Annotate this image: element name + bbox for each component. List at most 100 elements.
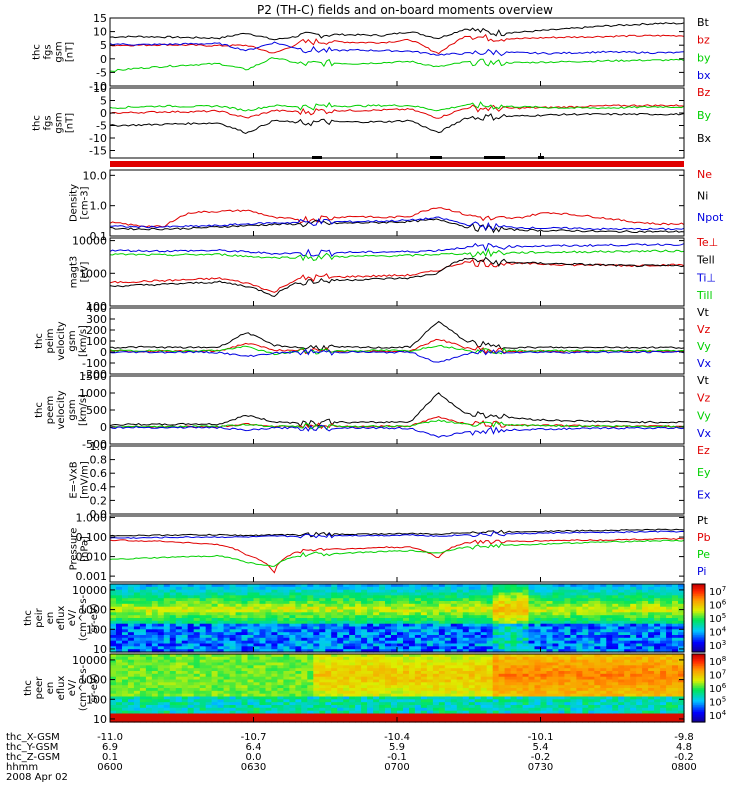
spectrogram-cell: [355, 690, 362, 695]
spectrogram-cell: [110, 693, 117, 698]
spectrogram-cell: [420, 586, 428, 591]
spectrogram-cell: [600, 598, 607, 602]
spectrogram-cell: [618, 643, 625, 647]
spectrogram-cell: [133, 586, 141, 591]
spectrogram-cell: [498, 601, 506, 605]
spectrogram-cell: [480, 603, 488, 608]
y-axis-label-line: fgs: [43, 115, 54, 130]
spectrogram-cell: [187, 662, 195, 666]
spectrogram-cell: [175, 665, 183, 669]
spectrogram-cell: [361, 601, 368, 605]
spectrogram-cell: [217, 699, 225, 703]
spectrogram-cell: [678, 693, 685, 698]
spectrogram-cell: [588, 646, 595, 650]
spectrogram-cell: [576, 656, 583, 661]
spectrogram-cell: [624, 635, 631, 639]
spectrogram-cell: [283, 699, 290, 703]
spectrogram-cell: [444, 612, 452, 616]
spectrogram-cell: [379, 699, 386, 703]
spectrogram-cell: [528, 612, 536, 616]
colorbar-tick-base: 10: [709, 587, 722, 598]
spectrogram-cell: [122, 612, 129, 616]
spectrogram-cell: [175, 707, 183, 712]
spectrogram-cell: [534, 632, 542, 636]
spectrogram-cell: [528, 702, 536, 706]
spectrogram-cell: [331, 676, 338, 681]
spectrogram-cell: [648, 609, 655, 613]
spectrogram-cell: [612, 685, 619, 689]
spectrogram-cell: [462, 710, 470, 715]
spectrogram-cell: [259, 685, 267, 689]
legend-vt: Vt: [697, 306, 710, 319]
spectrogram-cell: [630, 671, 637, 675]
spectrogram-cell: [175, 620, 183, 625]
spectrogram-cell: [564, 659, 571, 664]
spectrogram-cell: [564, 646, 571, 650]
spectrogram-cell: [205, 665, 213, 669]
spectrogram-cell: [462, 705, 470, 709]
spectrogram-cell: [157, 673, 165, 678]
spectrogram-cell: [283, 646, 290, 650]
spectrogram-cell: [558, 640, 565, 645]
spectrogram-cell: [594, 676, 601, 681]
spectrogram-cell: [438, 632, 446, 636]
spectrogram-cell: [486, 586, 494, 591]
spectrogram-cell: [576, 589, 583, 594]
spectrogram-cell: [217, 673, 225, 678]
spectrogram-cell: [367, 632, 374, 636]
spectrogram-cell: [331, 668, 338, 672]
spectrogram-cell: [642, 646, 649, 650]
spectrogram-cell: [558, 673, 565, 678]
spectrogram-cell: [283, 690, 290, 695]
spectrogram-cell: [379, 640, 386, 645]
spectrogram-cell: [438, 623, 446, 628]
spectrogram-cell: [576, 623, 583, 628]
spectrogram-cell: [367, 705, 374, 709]
spectrogram-cell: [181, 665, 189, 669]
spectrogram-cell: [223, 676, 231, 681]
spectrogram-cell: [331, 688, 338, 692]
spectrogram-cell: [426, 649, 434, 653]
spectrogram-cell: [133, 710, 141, 715]
spectrogram-cell: [181, 601, 189, 605]
spectrogram-cell: [468, 702, 476, 706]
spectrogram-cell: [133, 702, 141, 706]
spectrogram-cell: [540, 629, 548, 633]
spectrogram-cell: [606, 659, 613, 664]
spectrogram-cell: [110, 702, 117, 706]
spectrogram-cell: [630, 649, 637, 653]
spectrogram-cell: [373, 603, 380, 608]
spectrogram-cell: [229, 673, 237, 678]
spectrogram-cell: [151, 688, 159, 692]
spectrogram-cell: [289, 612, 296, 616]
spectrogram-cell: [361, 643, 368, 647]
spectrogram-cell: [337, 682, 344, 686]
spectrogram-cell: [229, 654, 237, 658]
spectrogram-cell: [480, 640, 488, 645]
y-tick-label: 1000: [79, 604, 107, 617]
spectrogram-cell: [588, 716, 595, 720]
series-vt-line: [109, 392, 685, 428]
spectrogram-cell: [606, 609, 613, 613]
spectrogram-cell: [205, 688, 213, 692]
legend-bz: Bz: [697, 86, 711, 99]
spectrogram-cell: [660, 649, 667, 653]
spectrogram-cell: [271, 632, 278, 636]
spectrogram-cell: [654, 606, 661, 611]
spectrogram-cell: [444, 623, 452, 628]
spectrogram-cell: [462, 584, 470, 588]
spectrogram-cell: [498, 584, 506, 588]
spectrogram-cell: [181, 589, 189, 594]
spectrogram-cell: [163, 679, 171, 683]
spectrogram-cell: [247, 688, 255, 692]
spectrogram-cell: [193, 710, 201, 715]
spectrogram-cell: [187, 589, 195, 594]
spectrogram-cell: [528, 713, 536, 717]
spectrogram-cell: [618, 673, 625, 678]
spectrogram-cell: [492, 654, 500, 658]
spectrogram-cell: [187, 618, 195, 622]
spectrogram-cell: [361, 629, 368, 633]
colorbar-segment: [692, 703, 705, 706]
spectrogram-cell: [241, 626, 249, 630]
spectrogram-cell: [420, 618, 428, 622]
